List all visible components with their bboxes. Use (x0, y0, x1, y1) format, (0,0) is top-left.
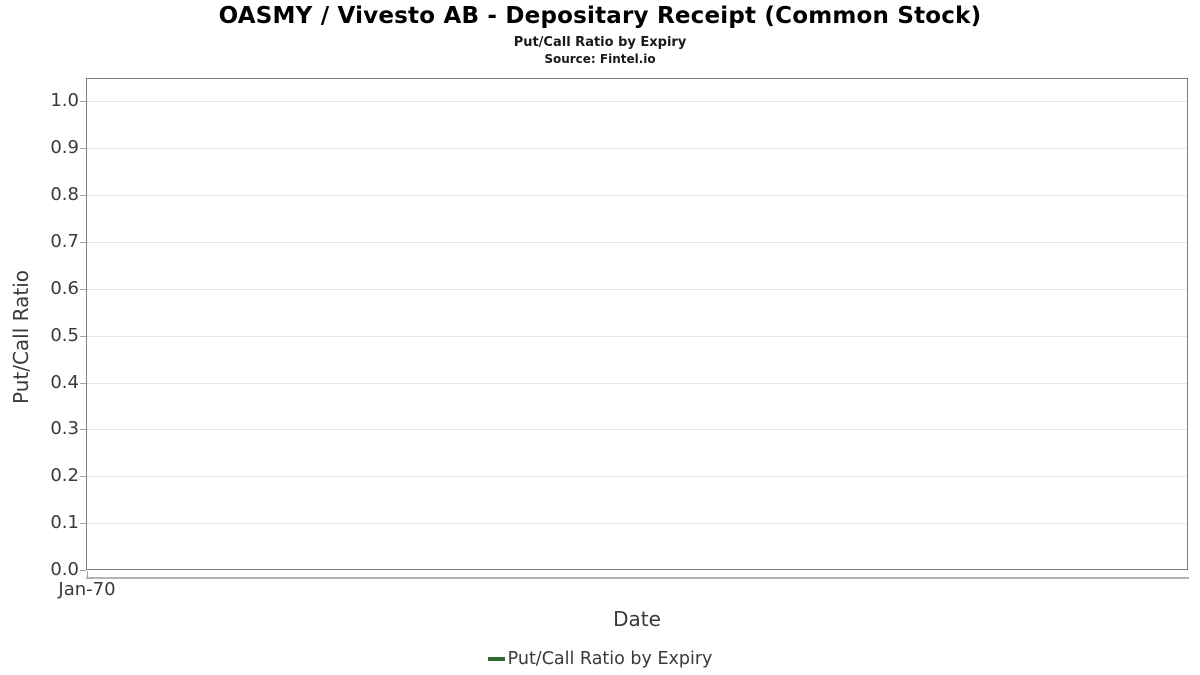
y-axis-tick-mark (80, 523, 86, 525)
gridline-y (87, 382, 1187, 384)
legend: Put/Call Ratio by Expiry (0, 646, 1200, 672)
gridline-y (87, 195, 1187, 197)
x-axis-tick-label: Jan-70 (58, 579, 116, 600)
gridline-y (87, 523, 1187, 525)
gridline-y (87, 288, 1187, 290)
legend-line-marker[interactable] (487, 657, 505, 661)
y-axis-tick-mark (80, 476, 86, 478)
y-axis-tick-mark (80, 335, 86, 337)
x-axis-line (86, 577, 1189, 579)
y-tick-label: 0.1 (50, 512, 79, 534)
y-axis-tick-mark (80, 101, 86, 103)
y-tick-label: 1.0 (50, 90, 79, 112)
y-axis-tick-labels: 0.0 0.1 0.2 0.3 0.4 0.5 0.6 0.7 0.8 0.9 1.0 (0, 78, 79, 580)
y-tick-label: 0.3 (50, 418, 79, 440)
gridline-y (87, 429, 1187, 431)
chart-title: OASMY / Vivesto AB - Depositary Receipt … (218, 3, 982, 29)
gridline-y (87, 335, 1187, 337)
y-tick-label: 0.7 (50, 231, 79, 252)
y-axis-tick-mark (80, 570, 86, 571)
y-axis-tick-mark (80, 382, 86, 384)
y-axis-tick-mark (80, 242, 86, 243)
y-tick-label: 0.4 (50, 371, 79, 393)
y-tick-label: 0.5 (50, 324, 79, 346)
y-tick-label: 0.8 (50, 184, 79, 206)
y-axis-tick-mark (80, 288, 86, 290)
y-tick-label: 0.9 (50, 137, 79, 159)
y-axis-tick-mark (80, 429, 86, 431)
plot-area (80, 78, 1188, 571)
gridline-y (87, 476, 1187, 478)
y-axis-label: Put/Call Ratio (9, 270, 33, 405)
legend-item-label[interactable]: Put/Call Ratio by Expiry (507, 649, 713, 669)
y-axis-tick-mark (80, 195, 86, 197)
y-axis-tick-mark (80, 148, 86, 150)
y-tick-label: 0.0 (50, 559, 79, 580)
y-tick-label: 0.2 (50, 465, 79, 487)
gridline-y (87, 242, 1187, 243)
chart-source-credit: Source: Fintel.io (544, 52, 656, 66)
gridline-y (87, 148, 1187, 150)
chart-subtitle: Put/Call Ratio by Expiry (513, 35, 687, 50)
y-tick-label: 0.6 (50, 277, 79, 299)
gridline-y (87, 101, 1187, 103)
x-axis-tick-mark (87, 571, 88, 577)
x-axis-label: Date (613, 607, 661, 631)
